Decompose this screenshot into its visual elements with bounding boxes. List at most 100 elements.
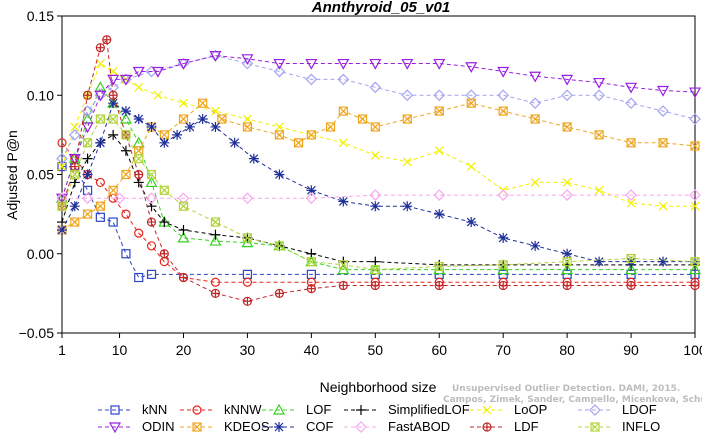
data-point	[134, 228, 144, 238]
legend-item: FastABOD	[344, 419, 450, 434]
data-point	[434, 280, 444, 291]
data-point	[465, 89, 478, 102]
chart-title: Annthyroid_05_v01	[311, 0, 450, 16]
x-tick-label: 60	[431, 342, 447, 358]
legend-item: LDOF	[578, 402, 657, 417]
x-axis-label: Neighborhood size	[320, 379, 437, 395]
legend-item: SimplifiedLOF	[344, 402, 470, 417]
data-point	[242, 277, 253, 287]
watermark-line2: Campos, Zimek, Sander, Campello, Micenko…	[443, 395, 702, 405]
data-point	[121, 130, 131, 140]
data-point	[626, 256, 637, 267]
data-point	[466, 98, 476, 108]
x-tick-label: 90	[623, 342, 639, 358]
data-point	[82, 209, 93, 219]
data-point	[210, 277, 221, 287]
data-point	[274, 241, 284, 251]
data-point	[82, 138, 93, 148]
data-point	[593, 77, 606, 89]
data-point	[562, 248, 573, 259]
legend-label: ODIN	[142, 419, 175, 434]
data-point	[434, 209, 445, 220]
data-point	[530, 114, 540, 124]
y-tick-label: 0.15	[27, 8, 54, 24]
data-point	[159, 185, 169, 195]
data-point	[178, 114, 189, 124]
data-point	[210, 121, 221, 132]
data-point	[465, 62, 478, 73]
data-point	[306, 130, 316, 140]
series-FastABOD	[56, 189, 701, 205]
plot-area: 1 10 20 30 40 50 60 70 80 90 100 −0.05 0.00 0.05 0.10 0…	[19, 8, 702, 358]
data-point	[119, 112, 132, 124]
data-point	[198, 98, 208, 108]
data-point	[626, 138, 636, 148]
data-point	[274, 130, 284, 140]
data-point	[146, 169, 157, 180]
data-point	[145, 192, 158, 205]
data-point	[497, 66, 510, 78]
y-tick-label: 0.10	[27, 87, 54, 103]
data-point	[562, 280, 572, 291]
data-point	[401, 89, 414, 102]
x-tick-label: 1	[58, 342, 66, 358]
data-point	[95, 137, 106, 148]
series-kNNW	[57, 138, 700, 287]
data-point	[229, 137, 240, 148]
data-point	[626, 280, 636, 291]
data-point	[274, 288, 284, 298]
data-point	[370, 201, 381, 212]
data-point	[338, 260, 348, 270]
data-point	[594, 256, 605, 267]
data-point	[498, 280, 508, 291]
data-point	[70, 217, 80, 227]
data-point	[401, 58, 414, 70]
data-point	[434, 261, 444, 272]
data-point	[108, 67, 118, 76]
data-point	[146, 241, 157, 251]
data-point	[211, 106, 220, 116]
x-tick-label: 100	[683, 342, 702, 358]
data-point	[134, 82, 144, 92]
legend-marker	[589, 404, 601, 416]
series-KDEOS	[57, 98, 700, 235]
data-point	[306, 185, 317, 196]
data-point	[94, 90, 107, 102]
x-tick-label: 70	[495, 342, 511, 358]
data-point	[242, 233, 253, 243]
data-point	[56, 152, 68, 165]
data-point	[434, 259, 445, 270]
data-point	[626, 198, 636, 208]
data-point	[529, 71, 542, 83]
data-point	[70, 122, 80, 132]
data-point	[338, 138, 348, 148]
legend-marker	[482, 405, 492, 415]
series-LoOP	[57, 59, 700, 211]
legend-item: kNNW	[180, 402, 262, 417]
data-point	[690, 201, 700, 211]
data-point	[81, 105, 94, 117]
data-point	[57, 224, 67, 235]
data-point	[242, 122, 253, 132]
y-axis-label: Adjusted P@n	[4, 130, 20, 220]
data-point	[689, 113, 701, 125]
legend-marker	[274, 422, 284, 432]
data-point	[108, 217, 118, 227]
data-point	[69, 201, 80, 212]
data-point	[134, 272, 144, 283]
legend: kNN kNNW LOF SimplifiedLOF LoOP LDOF ODIN KDEOS…	[98, 402, 660, 434]
data-point	[70, 169, 80, 180]
data-point	[151, 66, 164, 78]
legend-item: INFLO	[578, 419, 660, 434]
legend-item: COF	[262, 419, 334, 434]
legend-item: ODIN	[98, 419, 175, 434]
data-point	[274, 169, 285, 180]
data-point	[210, 288, 221, 298]
data-point	[210, 217, 221, 227]
data-point	[594, 185, 604, 195]
data-point	[177, 58, 190, 70]
data-point	[593, 89, 605, 102]
data-point	[210, 229, 221, 240]
data-point	[562, 178, 572, 187]
data-point	[369, 81, 382, 94]
